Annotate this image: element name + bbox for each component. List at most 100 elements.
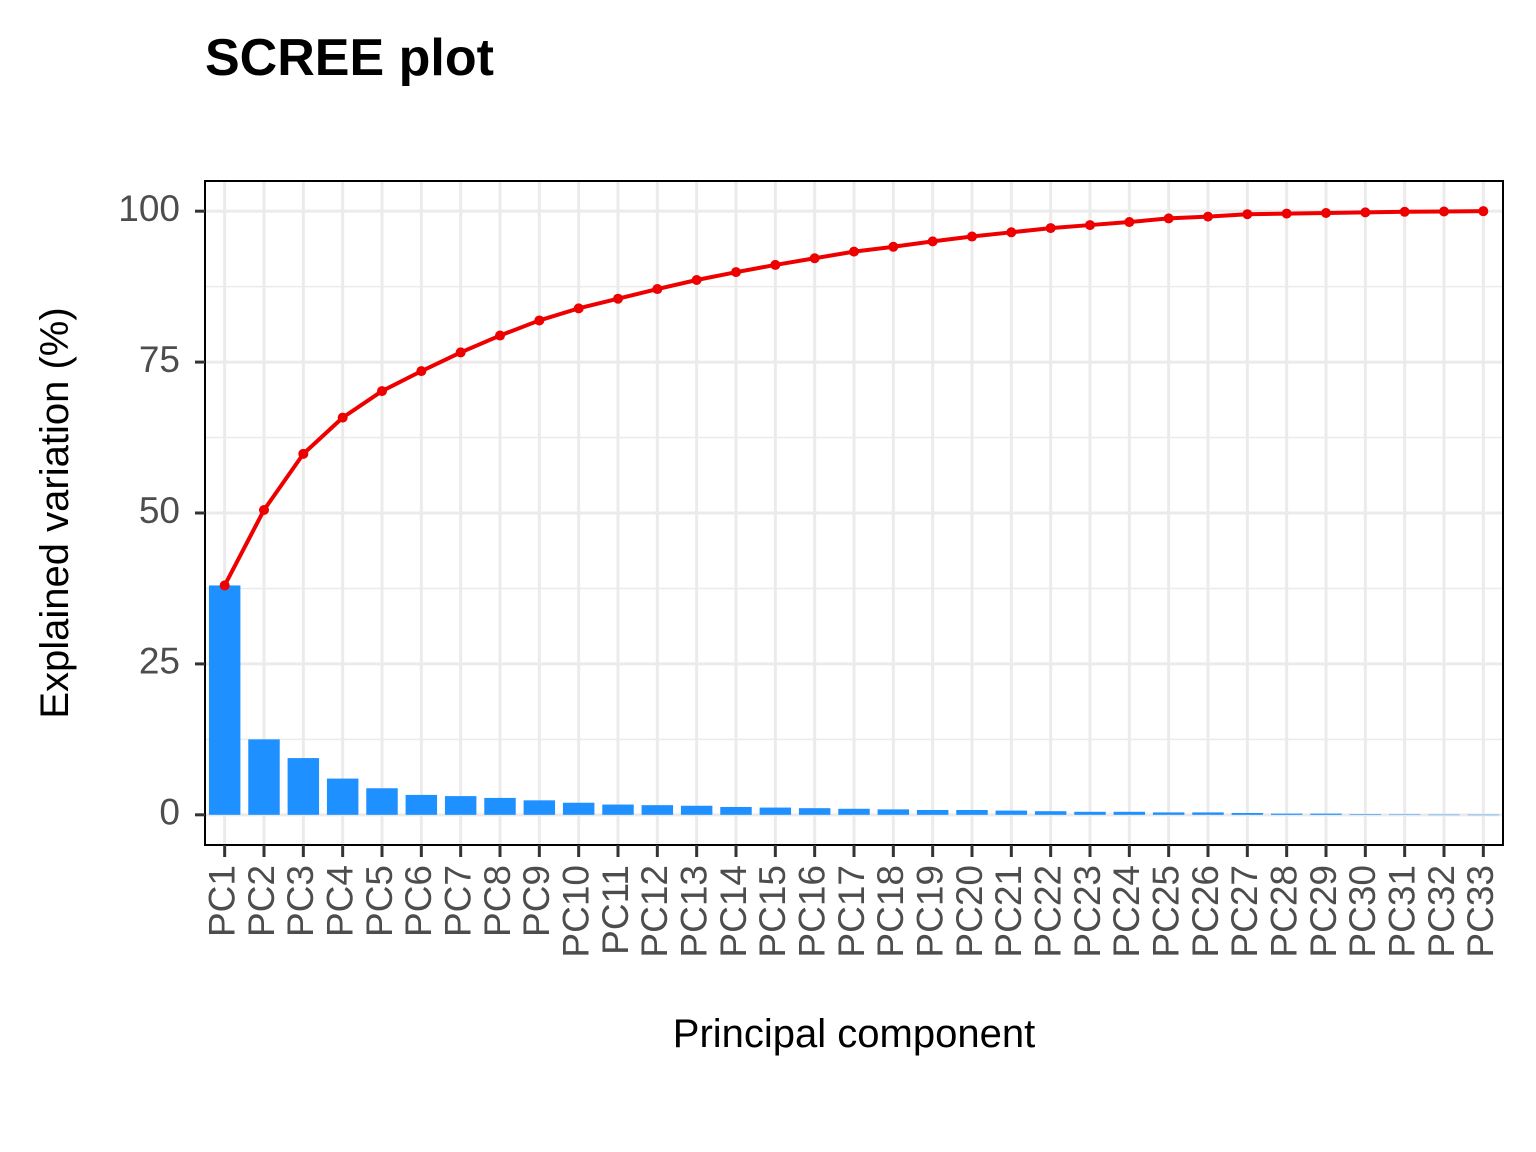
line-point-PC16 [809, 253, 820, 264]
x-tick-label-PC4: PC4 [319, 865, 360, 937]
line-point-PC9 [534, 315, 545, 326]
bar-PC29 [1310, 813, 1342, 815]
bar-PC12 [641, 805, 674, 815]
bar-PC11 [602, 804, 634, 815]
bar-PC20 [956, 809, 988, 815]
x-tick-label-PC2: PC2 [241, 865, 282, 937]
line-point-PC33 [1478, 206, 1489, 217]
x-tick-label-PC15: PC15 [752, 865, 793, 958]
bar-PC22 [1034, 811, 1067, 815]
x-tick-label-PC1: PC1 [201, 865, 242, 937]
y-tick-label: 100 [118, 188, 180, 229]
line-point-PC11 [613, 293, 623, 304]
x-tick-label-PC20: PC20 [949, 865, 990, 958]
bar-PC9 [523, 800, 556, 815]
x-tick-label-PC28: PC28 [1263, 865, 1304, 958]
line-point-PC7 [455, 347, 466, 358]
line-point-PC28 [1281, 208, 1292, 219]
y-tick-label: 75 [139, 339, 180, 380]
line-point-PC19 [927, 236, 938, 247]
line-point-PC4 [337, 412, 348, 423]
bar-PC25 [1152, 812, 1185, 815]
bar-PC28 [1270, 813, 1303, 815]
chart-title: SCREE plot [205, 29, 494, 87]
line-point-PC32 [1439, 206, 1449, 217]
y-axis: 0 25 50 75 100 [118, 188, 205, 833]
line-point-PC25 [1163, 213, 1174, 224]
x-tick-label-PC33: PC33 [1460, 865, 1501, 958]
bar-PC19 [916, 809, 949, 815]
bar-PC1 [208, 585, 241, 815]
line-point-PC22 [1045, 223, 1056, 234]
line-point-PC12 [652, 284, 663, 295]
grid-lines [205, 181, 1503, 845]
bar-PC17 [838, 808, 870, 815]
x-tick-label-PC27: PC27 [1224, 865, 1265, 958]
bar-PC18 [877, 809, 910, 815]
bar-PC3 [287, 758, 320, 815]
x-axis-title: Principal component [673, 1012, 1035, 1056]
line-point-PC5 [377, 386, 387, 397]
bar-PC13 [680, 805, 713, 815]
line-point-PC1 [219, 580, 230, 591]
line-point-PC15 [770, 259, 781, 270]
bar-PC23 [1074, 811, 1106, 815]
x-tick-label-PC8: PC8 [477, 865, 518, 937]
x-tick-label-PC29: PC29 [1303, 865, 1344, 958]
x-tick-label-PC14: PC14 [713, 865, 754, 958]
x-tick-label-PC32: PC32 [1421, 865, 1462, 958]
bar-PC6 [405, 794, 438, 815]
line-point-PC21 [1006, 227, 1017, 238]
line-point-PC27 [1242, 209, 1253, 220]
x-tick-label-PC3: PC3 [280, 865, 321, 937]
bar-PC26 [1192, 812, 1224, 815]
bar-PC30 [1349, 814, 1382, 815]
x-tick-label-PC9: PC9 [516, 865, 557, 937]
line-point-PC14 [731, 267, 741, 278]
x-tick-label-PC6: PC6 [398, 865, 439, 937]
line-point-PC17 [849, 246, 859, 257]
line-point-PC6 [416, 366, 427, 377]
x-tick-label-PC18: PC18 [870, 865, 911, 958]
x-tick-label-PC23: PC23 [1067, 865, 1108, 958]
bar-series [208, 585, 1500, 816]
bar-PC33 [1467, 814, 1500, 816]
x-tick-label-PC7: PC7 [437, 865, 478, 937]
y-tick-label: 0 [159, 792, 180, 833]
x-tick-label-PC17: PC17 [831, 865, 872, 958]
line-point-PC8 [495, 330, 505, 341]
line-point-PC3 [298, 448, 309, 459]
line-point-PC10 [573, 303, 584, 314]
cumulative-line-series [219, 206, 1489, 591]
bar-PC4 [326, 778, 359, 815]
x-tick-label-PC31: PC31 [1381, 865, 1422, 958]
y-tick-label: 50 [139, 490, 180, 531]
bar-PC5 [366, 788, 398, 815]
bar-PC7 [444, 796, 477, 815]
x-tick-label-PC30: PC30 [1342, 865, 1383, 958]
line-point-PC23 [1085, 220, 1095, 231]
bar-PC15 [759, 807, 792, 815]
x-tick-label-PC26: PC26 [1185, 865, 1226, 958]
line-point-PC30 [1360, 207, 1371, 218]
x-tick-label-PC12: PC12 [634, 865, 675, 958]
bar-PC8 [484, 797, 516, 815]
y-axis-title: Explained variation (%) [33, 307, 77, 718]
line-point-PC13 [691, 274, 702, 285]
bar-PC14 [720, 806, 752, 815]
line-point-PC18 [888, 241, 899, 252]
x-tick-label-PC10: PC10 [555, 865, 596, 958]
x-tick-label-PC24: PC24 [1106, 865, 1147, 958]
x-tick-label-PC13: PC13 [673, 865, 714, 958]
line-point-PC31 [1399, 206, 1410, 217]
line-point-PC20 [967, 231, 977, 242]
x-tick-label-PC25: PC25 [1145, 865, 1186, 958]
x-tick-label-PC11: PC11 [595, 865, 636, 955]
line-point-PC26 [1203, 211, 1213, 222]
bar-PC32 [1428, 814, 1460, 816]
bar-PC10 [562, 802, 595, 815]
line-point-PC24 [1124, 217, 1135, 228]
x-axis: PC1PC2PC3PC4PC5PC6PC7PC8PC9PC10PC11PC12P… [201, 845, 1501, 958]
bar-PC2 [248, 739, 280, 815]
